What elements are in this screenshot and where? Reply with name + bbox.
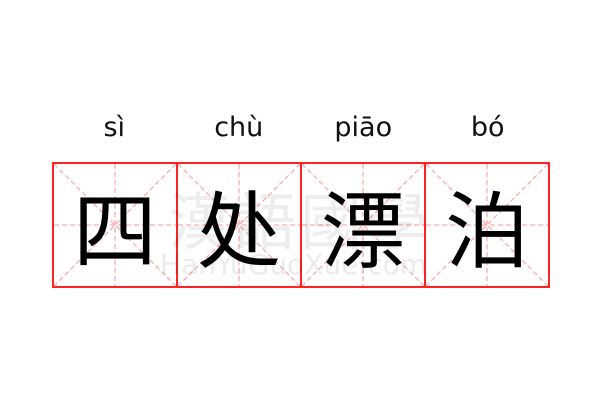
character-cell: 四: [54, 164, 178, 286]
watermark-latin: HanYuGuoXue.com: [160, 248, 428, 281]
guide-line: [426, 164, 548, 286]
guide-line: [54, 164, 176, 286]
guide-line: [54, 164, 176, 286]
guide-lines: [426, 164, 548, 286]
guide-lines: [54, 164, 176, 286]
pinyin-3: piāo: [334, 112, 393, 143]
hanzi-3: 漂: [320, 182, 405, 281]
character-cell: 泊: [426, 164, 548, 286]
pinyin-2: chù: [214, 112, 264, 143]
guide-line: [178, 164, 300, 286]
guide-lines: [178, 164, 300, 286]
hanzi-4: 泊: [444, 182, 529, 281]
hanzi-1: 四: [72, 182, 157, 281]
guide-line: [302, 164, 424, 286]
hanzi-2: 处: [196, 182, 281, 281]
guide-line: [426, 164, 548, 286]
pinyin-1: sì: [103, 112, 126, 143]
guide-lines: [302, 164, 424, 286]
character-cell: 处: [178, 164, 302, 286]
guide-line: [178, 164, 300, 286]
pinyin-row: sì chù piāo bó: [52, 108, 550, 148]
pinyin-4: bó: [470, 112, 505, 143]
watermark-chinese: 漢語國學: [168, 186, 433, 259]
character-cell: 漂: [302, 164, 426, 286]
character-grid: 四 处 漂 泊: [52, 162, 550, 288]
guide-line: [302, 164, 424, 286]
